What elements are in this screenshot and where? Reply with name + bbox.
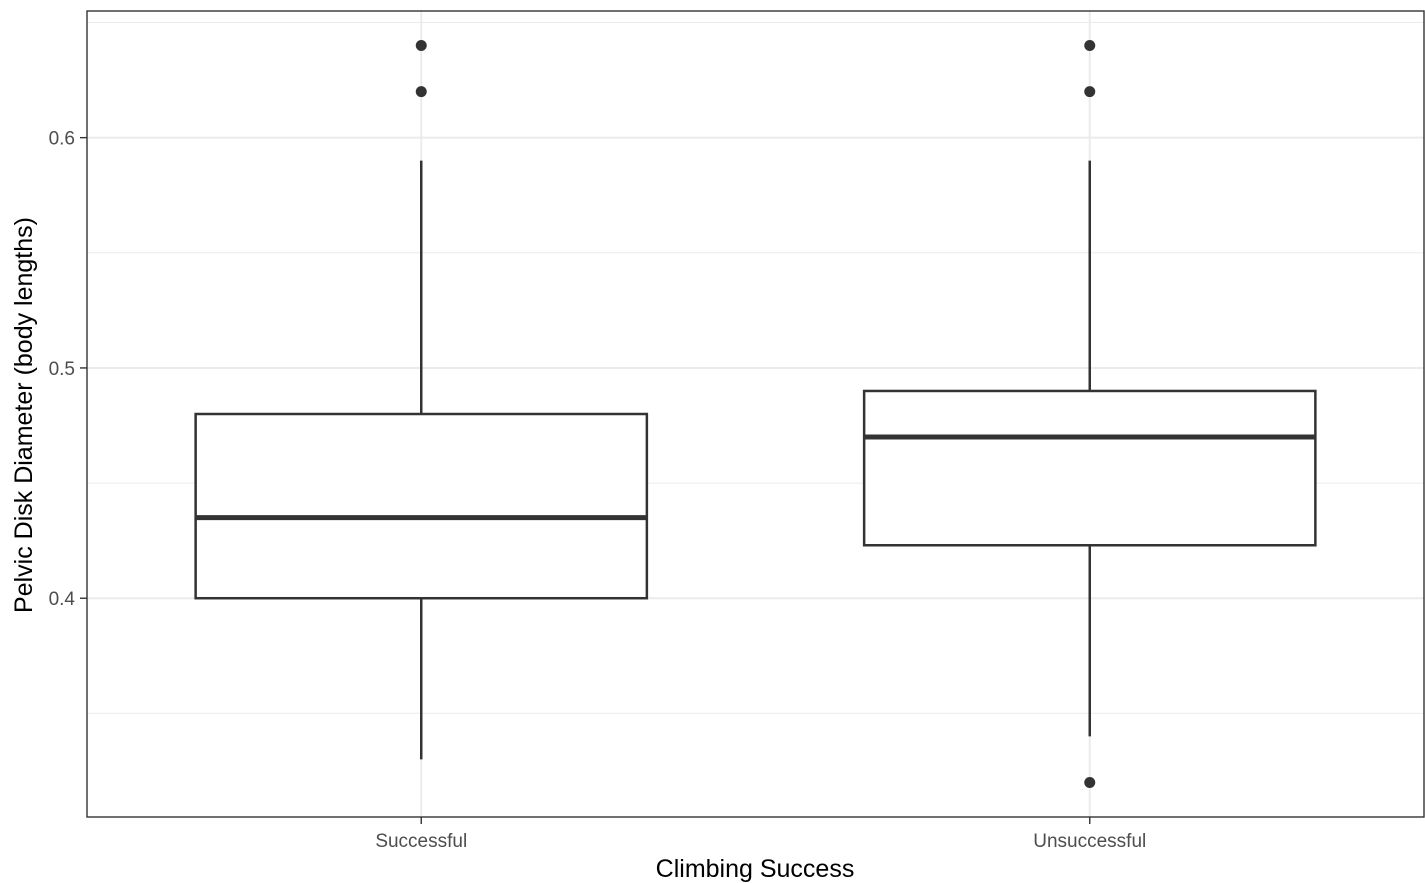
- y-axis-title: Pelvic Disk Diameter (body lengths): [10, 217, 38, 613]
- outlier-point: [1084, 86, 1096, 98]
- outlier-point: [1084, 40, 1096, 52]
- x-tick-label: Unsuccessful: [1033, 831, 1146, 852]
- box-layer: [194, 40, 1317, 788]
- outlier-point: [415, 86, 427, 98]
- box-group-successful: [194, 40, 649, 760]
- box-iqr: [862, 389, 1317, 547]
- y-tick-label: 0.4: [49, 589, 76, 610]
- outlier-point: [415, 40, 427, 52]
- y-tick-label: 0.5: [49, 359, 75, 380]
- outlier-point: [1084, 776, 1096, 788]
- axis-ticks: 0.4 0.5 0.6 Successful Unsuccessful: [49, 129, 1147, 852]
- panel-border: [86, 10, 1425, 818]
- y-tick-label: 0.6: [49, 129, 75, 150]
- x-axis-title: Climbing Success: [656, 855, 855, 883]
- box-iqr: [194, 412, 649, 600]
- x-tick-label: Successful: [375, 831, 467, 852]
- box-group-unsuccessful: [862, 40, 1317, 788]
